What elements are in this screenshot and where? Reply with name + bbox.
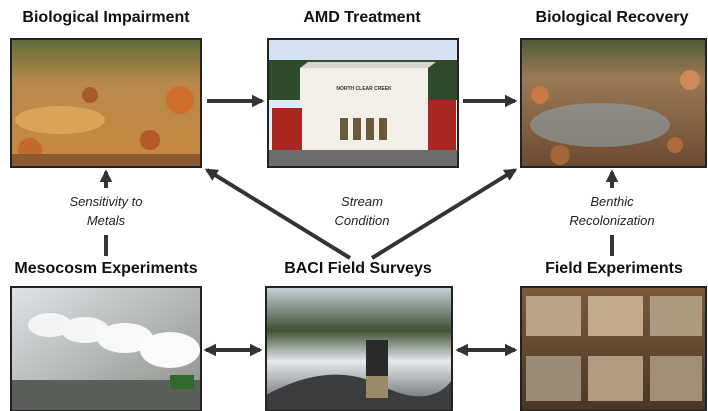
node-title: AMD Treatment	[303, 9, 421, 26]
edge-label: Stream	[341, 194, 383, 209]
photo-treatment: NORTH CLEAR CREEK	[268, 39, 458, 167]
diagram: Biological Impairment AMD Treatment Biol…	[0, 0, 708, 411]
building-sign: NORTH CLEAR CREEK	[336, 86, 392, 92]
photo-mesocosm	[11, 287, 201, 411]
edge-label: Condition	[335, 213, 390, 228]
node-title: Biological Recovery	[536, 9, 689, 26]
photo-recovery	[521, 39, 706, 167]
edge-label: Metals	[87, 213, 126, 228]
photo-baci	[266, 287, 452, 411]
edge-label: Sensitivity to	[70, 194, 143, 209]
node-title: Biological Impairment	[22, 9, 190, 26]
photo-impairment	[11, 39, 201, 167]
node-title: BACI Field Surveys	[284, 260, 432, 277]
edge-label: Benthic	[590, 194, 634, 209]
node-title: Mesocosm Experiments	[14, 260, 197, 277]
photo-field	[521, 287, 706, 411]
node-title: Field Experiments	[545, 260, 683, 277]
edge-label: Recolonization	[569, 213, 654, 228]
